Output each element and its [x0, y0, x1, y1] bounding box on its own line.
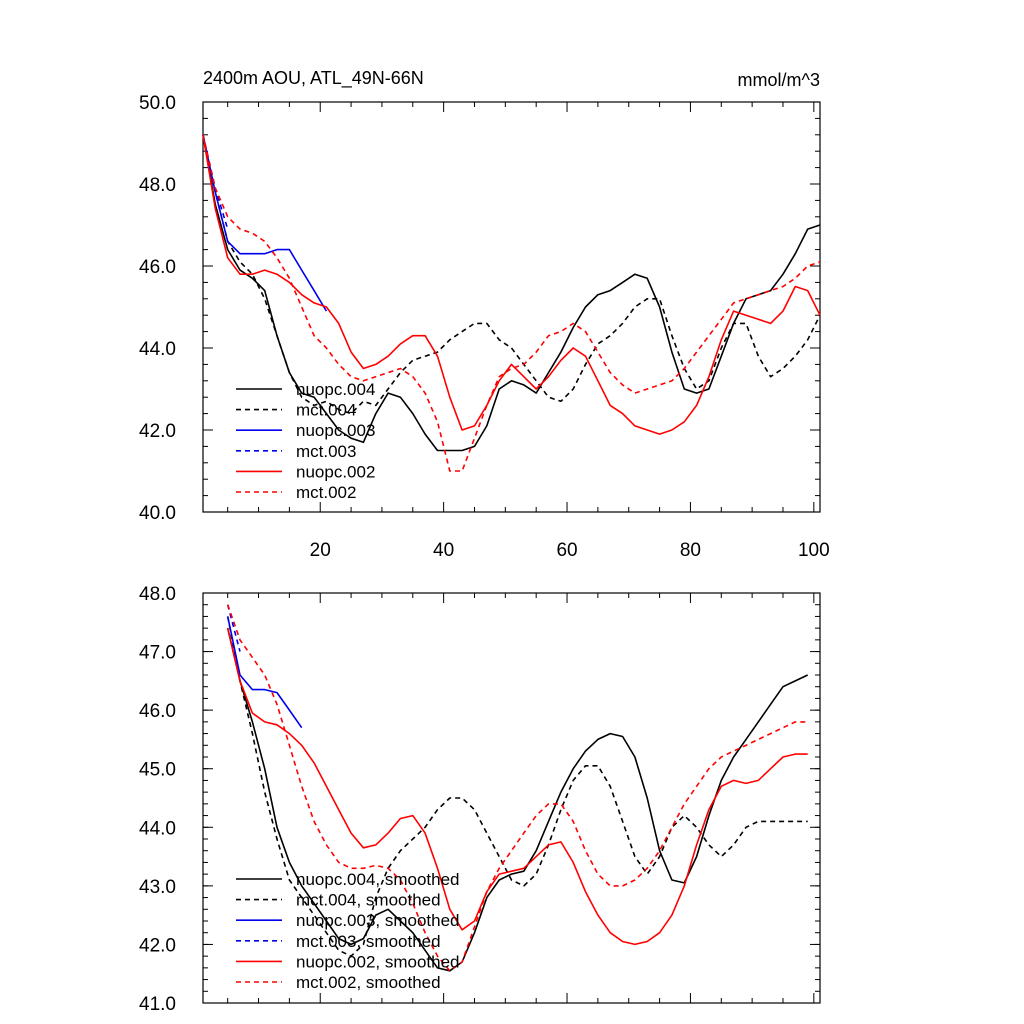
legend-label: nuopc.004 [296, 380, 375, 399]
series-line-mct-003-smoothed [226, 604, 241, 652]
y-tick-label: 40.0 [139, 503, 176, 524]
x-tick-label: 20 [310, 540, 331, 561]
legend-label: nuopc.002, smoothed [296, 952, 460, 971]
legend-label: nuopc.004, smoothed [296, 870, 460, 889]
plot-frame [202, 592, 821, 1004]
x-tick-label: 60 [556, 540, 577, 561]
legend-label: mct.003, smoothed [296, 932, 441, 951]
top-chart-title: 2400m AOU, ATL_49N-66N [203, 68, 424, 89]
legend-label: mct.004, smoothed [296, 891, 441, 910]
x-tick-label: 80 [680, 540, 701, 561]
y-tick-label: 46.0 [139, 257, 176, 278]
series-line-mct-002-smoothed [226, 604, 808, 972]
x-tick-label: 100 [798, 540, 830, 561]
y-tick-label: 44.0 [139, 339, 176, 360]
y-tick-label: 46.0 [139, 701, 176, 722]
legend-label: mct.003 [296, 442, 356, 461]
y-tick-label: 43.0 [139, 877, 176, 898]
y-tick-label: 42.0 [139, 421, 176, 442]
y-tick-label: 48.0 [139, 584, 176, 605]
y-tick-label: 45.0 [139, 760, 176, 781]
x-tick-label: 40 [433, 540, 454, 561]
y-tick-label: 47.0 [139, 643, 176, 664]
y-tick-label: 44.0 [139, 818, 176, 839]
legend-label: nuopc.003, smoothed [296, 911, 460, 930]
legend-label: nuopc.003 [296, 421, 375, 440]
top-chart-panel: 2400m AOU, ATL_49N-66N mmol/m^3 40.0 42.0… [139, 68, 830, 561]
legend-label: nuopc.002 [296, 462, 375, 481]
series-line-mct-004 [202, 134, 821, 415]
series-line-mct-002 [202, 134, 821, 472]
y-tick-label: 50.0 [139, 93, 176, 114]
series-line-nuopc-004 [202, 134, 821, 452]
series-line-mct-004-smoothed [226, 616, 808, 957]
series-line-nuopc-002 [202, 134, 821, 435]
y-tick-label: 41.0 [139, 994, 176, 1015]
series-line-nuopc-003 [202, 134, 328, 312]
series-line-nuopc-003-smoothed [226, 616, 303, 729]
top-chart-units: mmol/m^3 [738, 70, 820, 90]
series-line-nuopc-002-smoothed [226, 627, 808, 946]
plot-frame [202, 101, 821, 513]
legend-label: mct.004 [296, 401, 356, 420]
series-line-nuopc-004-smoothed [226, 627, 809, 972]
y-tick-label: 42.0 [139, 935, 176, 956]
y-tick-label: 48.0 [139, 175, 176, 196]
legend-label: mct.002, smoothed [296, 973, 441, 992]
legend-label: mct.002 [296, 483, 356, 502]
bottom-chart-panel: 41.0 42.0 43.0 44.0 45.0 46.0 47.0 48.0 nuopc.00… [139, 584, 821, 1015]
